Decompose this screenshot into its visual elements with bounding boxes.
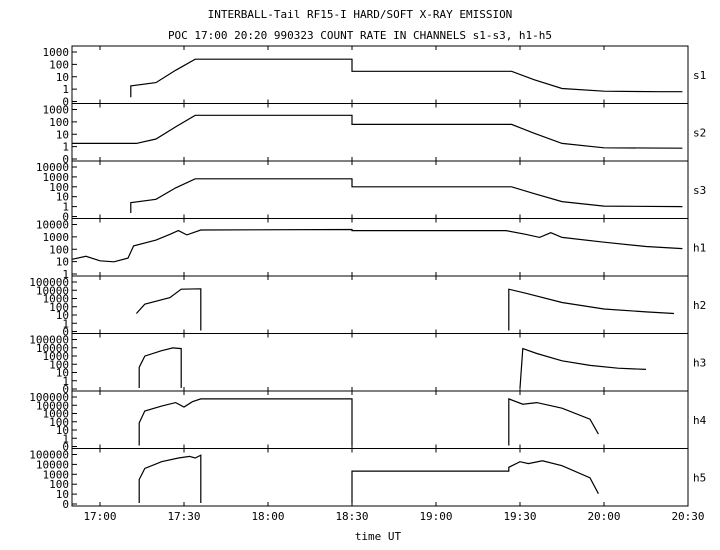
- panel-frame: [71, 333, 689, 392]
- series-line-s3-0: [130, 178, 683, 213]
- channel-label-s1: s1: [693, 69, 706, 82]
- y-tick-label: 10: [56, 367, 69, 380]
- y-tick-label: 0: [62, 383, 69, 396]
- y-tick-label: 1: [62, 201, 69, 214]
- y-tick-label: 10000: [36, 284, 69, 297]
- y-tick-label: 10: [56, 191, 69, 204]
- panel-frame: [71, 275, 689, 334]
- y-tick-label: 0: [62, 498, 69, 511]
- x-tick-label: 18:00: [251, 510, 284, 523]
- x-tick-label: 17:30: [167, 510, 200, 523]
- series-line-h4-1: [508, 398, 599, 446]
- x-tick-label: 18:30: [335, 510, 368, 523]
- y-tick-label: 10000: [36, 399, 69, 412]
- panel-frame: [71, 390, 689, 449]
- channel-label-h2: h2: [693, 299, 706, 312]
- y-tick-label: 100: [49, 416, 69, 429]
- y-tick-label: 1000: [43, 468, 70, 481]
- series-line-h3-1: [519, 347, 647, 389]
- panel-frame: [71, 218, 689, 277]
- panel-frame: [71, 160, 689, 219]
- series-line-h2-1: [508, 288, 675, 331]
- y-tick-label: 10: [56, 424, 69, 437]
- y-tick-label: 10: [56, 309, 69, 322]
- x-tick-label: 19:30: [503, 510, 536, 523]
- x-tick-label: 17:00: [83, 510, 116, 523]
- y-tick-label: 1: [62, 375, 69, 388]
- chart-subtitle: POC 17:00 20:20 990323 COUNT RATE IN CHA…: [167, 29, 553, 42]
- x-tick-label: 19:00: [419, 510, 452, 523]
- y-tick-label: 100: [49, 243, 69, 256]
- series-line-h2-0: [135, 288, 202, 331]
- y-tick-label: 100000: [29, 276, 69, 289]
- panel-frame: [71, 103, 689, 162]
- y-tick-label: 1000: [43, 171, 70, 184]
- y-tick-label: 1000: [43, 408, 70, 421]
- series-line-s1-0: [130, 58, 683, 98]
- y-tick-label: 0: [62, 326, 69, 339]
- channel-label-s3: s3: [693, 184, 706, 197]
- y-tick-label: 10000: [36, 458, 69, 471]
- x-tick-label: 20:30: [671, 510, 704, 523]
- x-axis-label: time UT: [355, 530, 402, 543]
- y-tick-label: 1: [62, 432, 69, 445]
- series-line-h5-0: [138, 454, 202, 503]
- channel-label-h3: h3: [693, 356, 706, 369]
- y-tick-label: 100: [49, 58, 69, 71]
- series-line-h3-0: [138, 347, 182, 388]
- y-tick-label: 100: [49, 301, 69, 314]
- series-line-h5-1: [351, 460, 599, 503]
- y-tick-label: 0: [62, 153, 69, 166]
- channel-label-h4: h4: [693, 414, 707, 427]
- y-tick-label: 100: [49, 181, 69, 194]
- y-tick-label: 1: [62, 317, 69, 330]
- x-tick-label: 20:00: [587, 510, 620, 523]
- y-tick-label: 0: [62, 96, 69, 109]
- y-tick-label: 100000: [29, 449, 69, 462]
- y-tick-label: 0: [62, 441, 69, 454]
- y-tick-label: 100: [49, 116, 69, 129]
- channel-label-h1: h1: [693, 241, 706, 254]
- y-tick-label: 10000: [36, 161, 69, 174]
- y-tick-label: 10: [56, 128, 69, 141]
- series-line-h4-0: [138, 398, 353, 446]
- series-line-h1-0: [71, 228, 683, 263]
- y-tick-label: 10: [56, 488, 69, 501]
- y-tick-label: 100000: [29, 391, 69, 404]
- y-tick-label: 100: [49, 358, 69, 371]
- y-tick-label: 1000: [43, 231, 70, 244]
- y-tick-label: 1000: [43, 293, 70, 306]
- y-tick-label: 1: [62, 83, 69, 96]
- y-tick-label: 1: [62, 141, 69, 154]
- y-tick-label: 1000: [43, 46, 70, 59]
- y-tick-label: 1: [62, 268, 69, 281]
- chart-title: INTERBALL-Tail RF15-I HARD/SOFT X-RAY EM…: [207, 8, 513, 21]
- y-tick-label: 10: [56, 71, 69, 84]
- channel-label-s2: s2: [693, 126, 706, 139]
- y-tick-label: 10000: [36, 342, 69, 355]
- series-line-s2-0: [72, 114, 683, 149]
- panel-frame: [71, 45, 689, 104]
- channel-label-h5: h5: [693, 471, 706, 484]
- panel-frame: [71, 448, 689, 507]
- y-tick-label: 1000: [43, 104, 70, 117]
- y-tick-label: 1000: [43, 350, 70, 363]
- y-tick-label: 0: [62, 211, 69, 224]
- y-tick-label: 100000: [29, 334, 69, 347]
- y-tick-label: 100: [49, 478, 69, 491]
- y-tick-label: 10000: [36, 219, 69, 232]
- y-tick-label: 10: [56, 256, 69, 269]
